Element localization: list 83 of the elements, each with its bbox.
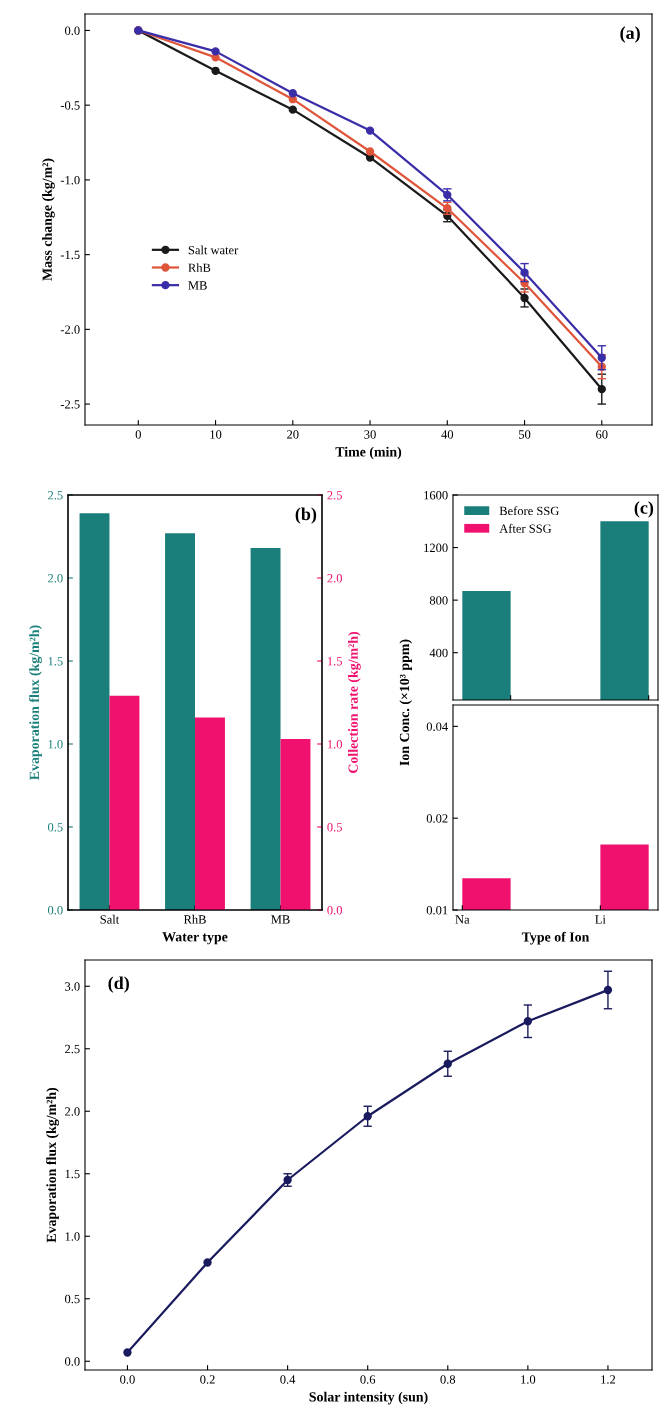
y-tick-label: 400 [429, 648, 448, 658]
y2-tick-label: 2.5 [327, 491, 342, 500]
x-tick-label: Li [595, 915, 606, 924]
y-tick-label: 0.04 [426, 722, 448, 731]
point [443, 1059, 452, 1068]
y-tick-label: 800 [429, 596, 448, 605]
y-tick-label: 0.5 [64, 1294, 80, 1304]
x-tick-label: 1.0 [521, 1375, 536, 1384]
point [520, 293, 529, 303]
point [123, 1348, 132, 1357]
x-tick-label: 10 [210, 430, 222, 439]
annotation: (b) [295, 507, 317, 524]
y-tick-label: 0.0 [64, 1357, 80, 1366]
point [288, 89, 297, 98]
x-tick-label: RhB [183, 914, 206, 924]
y-tick-label: 2.0 [48, 574, 63, 583]
x-tick-label: 60 [596, 430, 608, 439]
legend-label: MB [188, 281, 207, 290]
point [365, 126, 375, 135]
y2-axis-title: Collection rate (kg/m²h) [348, 631, 361, 773]
y-tick-label: -2.5 [60, 400, 80, 409]
x-axis-title: Water type [162, 932, 228, 945]
y-axis-title: Ion Conc. (×10³ ppm) [399, 639, 412, 766]
legend-label: RhB [188, 263, 211, 272]
annotation: (a) [620, 26, 640, 43]
y-tick-label: 1.5 [48, 657, 63, 666]
x-tick-label: 50 [519, 430, 531, 439]
point [597, 353, 606, 362]
y-tick-label: -2.0 [60, 325, 80, 334]
x-axis-title: Time (min) [335, 446, 402, 460]
y-tick-label: 1.5 [65, 1169, 80, 1179]
legend-label: Salt water [188, 245, 239, 255]
y-axis-title: Evaporation flux (kg/m²h) [46, 1087, 59, 1243]
y2-tick-label: 0.5 [327, 823, 342, 832]
x-tick-label: 0.0 [120, 1375, 135, 1384]
y2-tick-label: 1.5 [327, 657, 342, 666]
y-tick-label: 2.5 [65, 1044, 80, 1054]
x-tick-label: Salt [100, 914, 120, 924]
y-tick-label: 3.0 [65, 982, 80, 991]
point [211, 47, 220, 56]
annotation: (c) [634, 501, 654, 518]
legend-label: Before SSG [499, 506, 559, 516]
y-axis-title: Evaporation flux (kg/m²h) [29, 625, 42, 780]
y-tick-label: 1.0 [48, 740, 63, 749]
y-tick-label: 0.02 [426, 814, 448, 823]
y-tick-label: 0.0 [47, 906, 63, 915]
y-tick-label: 2.5 [48, 491, 63, 500]
x-tick-label: 0.8 [440, 1375, 456, 1384]
y-axis-title: Mass change (kg/m²) [42, 158, 55, 281]
point [365, 147, 375, 156]
y-tick-label: -1.0 [60, 175, 80, 185]
y-tick-label: 1.0 [65, 1232, 80, 1241]
x-axis-title: Solar intensity (sun) [309, 1391, 428, 1405]
y-tick-label: 1600 [424, 491, 448, 500]
y-tick-label: 1200 [424, 543, 448, 553]
point [203, 1258, 212, 1267]
x-tick-label: 0.4 [280, 1375, 296, 1384]
y2-tick-label: 1.0 [327, 740, 343, 749]
x-tick-label: MB [271, 915, 290, 924]
x-tick-label: 0.6 [360, 1375, 376, 1384]
annotation: (d) [108, 976, 129, 993]
x-axis-title: Type of Ion [521, 931, 590, 945]
x-tick-label: 0.2 [200, 1375, 215, 1384]
y-tick-label: -0.5 [60, 101, 80, 110]
y-tick-label: 2.0 [65, 1107, 80, 1116]
y-tick-label: 0.5 [47, 823, 63, 832]
legend-label: After SSG [499, 523, 552, 533]
bar [250, 548, 281, 910]
y2-tick-label: 2.0 [327, 574, 343, 583]
y2-tick-label: 0.0 [327, 906, 343, 915]
x-tick-label: 1.2 [601, 1375, 616, 1384]
y-tick-label: 0.0 [64, 26, 80, 35]
point [597, 384, 606, 394]
point [443, 190, 452, 200]
y-tick-label: -1.5 [60, 250, 80, 260]
x-tick-label: 30 [364, 430, 376, 439]
x-tick-label: 40 [441, 430, 454, 439]
y-tick-label: 0.01 [426, 906, 448, 915]
x-tick-label: 0 [135, 430, 141, 439]
point [288, 105, 297, 114]
x-tick-label: 20 [287, 430, 299, 439]
point [211, 66, 220, 75]
x-tick-label: Na [455, 915, 470, 924]
